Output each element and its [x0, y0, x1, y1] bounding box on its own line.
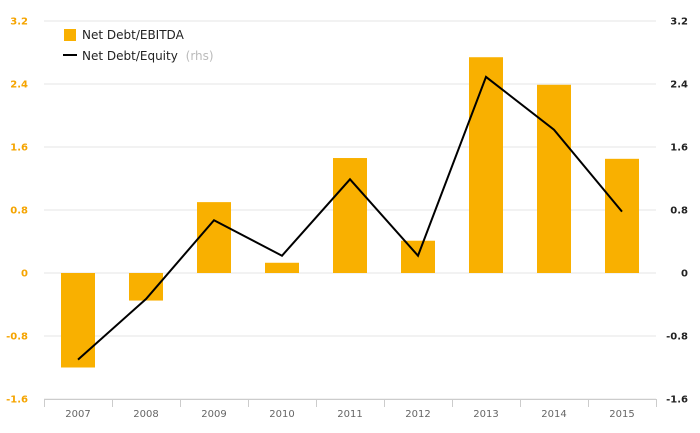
y-left-tick-label: 2.4 — [10, 80, 28, 91]
bar — [129, 273, 163, 301]
bar — [61, 273, 95, 368]
y-left-tick-label: 0 — [21, 269, 28, 280]
bar — [197, 202, 231, 273]
x-tick-label: 2008 — [133, 409, 158, 420]
y-right-tick-label: 0.8 — [670, 206, 688, 217]
legend-label-line: Net Debt/Equity — [82, 49, 178, 63]
y-right-tick-label: -0.8 — [666, 332, 688, 343]
bar — [537, 84, 571, 273]
x-tick-label: 2011 — [337, 409, 362, 420]
x-tick-label: 2015 — [609, 409, 634, 420]
legend-label-bar: Net Debt/EBITDA — [82, 28, 185, 42]
y-right-tick-label: 0 — [681, 269, 688, 280]
x-tick-label: 2010 — [269, 409, 294, 420]
x-tick-label: 2013 — [473, 409, 498, 420]
line-series — [77, 75, 623, 361]
bar — [265, 262, 299, 273]
bar — [605, 158, 639, 273]
y-left-tick-label: 0.8 — [10, 206, 28, 217]
x-tick-label: 2012 — [405, 409, 430, 420]
y-right-tick-label: -1.6 — [666, 395, 688, 406]
x-tick-label: 2007 — [65, 409, 90, 420]
bar — [333, 158, 367, 273]
axes: 3.2 2.4 1.6 0.8 0 -0.8 -1.6 3.2 2.4 1.6 0.8 0 -0.8 -1… — [6, 17, 688, 421]
bar — [469, 57, 503, 273]
y-right-tick-label: 3.2 — [670, 17, 688, 28]
y-left-tick-label: 3.2 — [10, 17, 28, 28]
legend-label-line-group: Net Debt/Equity (rhs) — [82, 49, 214, 63]
x-tick-label: 2009 — [201, 409, 226, 420]
legend-label-line-note: (rhs) — [186, 49, 214, 63]
y-right-tick-label: 2.4 — [670, 80, 688, 91]
legend-swatch-bar — [64, 29, 76, 41]
y-left-tick-label: -0.8 — [6, 332, 28, 343]
y-right-tick-label: 1.6 — [670, 143, 688, 154]
series-line — [77, 75, 623, 361]
y-left-tick-label: -1.6 — [6, 395, 28, 406]
y-left-tick-label: 1.6 — [10, 143, 28, 154]
bar-series — [61, 57, 639, 368]
x-tick-label: 2014 — [541, 409, 566, 420]
legend: Net Debt/EBITDA Net Debt/Equity (rhs) — [63, 28, 214, 63]
